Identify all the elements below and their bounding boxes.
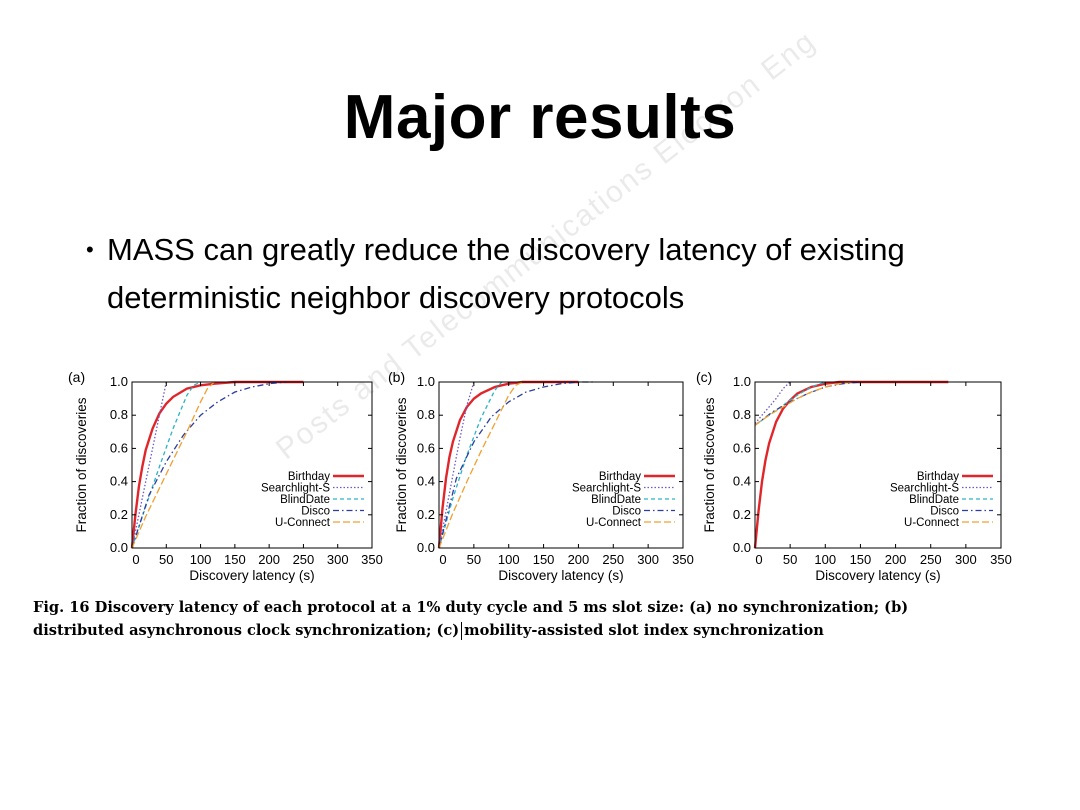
bullet-item: • MASS can greatly reduce the discovery … xyxy=(86,226,1046,322)
legend-label: Birthday xyxy=(288,471,330,483)
x-tick-label: 0 xyxy=(132,552,139,567)
legend-label: U-Connect xyxy=(275,517,331,529)
series-line-disco xyxy=(438,381,596,549)
caption-line-2b: mobility-assisted slot index synchroniza… xyxy=(464,622,824,639)
x-tick-label: 350 xyxy=(361,552,383,567)
y-tick-label: 0.0 xyxy=(110,540,128,555)
y-tick-label: 1.0 xyxy=(417,374,435,389)
plot-frame xyxy=(754,381,1002,549)
series-line-searchlight-s xyxy=(438,381,475,549)
legend-label: Birthday xyxy=(599,471,641,483)
legend-label: Searchlight-S xyxy=(261,483,330,495)
series-line-searchlight-s xyxy=(754,381,791,424)
text-cursor-icon xyxy=(461,622,463,640)
series-line-blinddate xyxy=(438,381,503,549)
x-tick-label: 250 xyxy=(602,552,624,567)
x-tick-label: 50 xyxy=(467,552,481,567)
y-tick-label: 1.0 xyxy=(110,374,128,389)
legend-label: U-Connect xyxy=(586,517,642,529)
x-tick-label: 200 xyxy=(258,552,280,567)
panel-label: (a) xyxy=(68,369,85,385)
legend-label: Disco xyxy=(301,506,330,518)
legend-label: BlindDate xyxy=(280,494,330,506)
figure-caption: Fig. 16 Discovery latency of each protoc… xyxy=(33,596,1063,642)
series-line-u-connect xyxy=(754,381,854,426)
y-tick-label: 0.2 xyxy=(417,507,435,522)
y-tick-label: 0.2 xyxy=(733,507,751,522)
y-tick-label: 0.0 xyxy=(733,540,751,555)
chart-panel-b: (b) 0.0 0.2 0.4 0.6 0.8 1.0 0 50 100 150 200 250 300 3… xyxy=(388,369,694,583)
x-tick-label: 150 xyxy=(533,552,555,567)
series-line-u-connect xyxy=(131,381,215,549)
y-axis-label: Fraction of discoveries xyxy=(394,397,409,532)
y-tick-label: 0.4 xyxy=(733,474,751,489)
x-tick-label: 200 xyxy=(568,552,590,567)
legend-label: Disco xyxy=(612,506,641,518)
plot-frame xyxy=(438,381,684,549)
legend-label: Birthday xyxy=(917,471,959,483)
plot-frame xyxy=(131,381,373,549)
y-tick-label: 0.6 xyxy=(733,440,751,455)
x-tick-label: 50 xyxy=(783,552,797,567)
x-tick-label: 350 xyxy=(990,552,1012,567)
panel-label: (b) xyxy=(388,369,405,385)
y-tick-label: 0.8 xyxy=(110,407,128,422)
y-tick-label: 0.0 xyxy=(417,540,435,555)
x-tick-label: 100 xyxy=(498,552,520,567)
chart-panel-a: (a) 0.0 0.2 0.4 0.6 0.8 1.0 0 50 100 150 200 250 300 3… xyxy=(68,369,383,583)
legend-label: BlindDate xyxy=(909,494,959,506)
bullet-text: MASS can greatly reduce the discovery la… xyxy=(107,232,905,315)
x-tick-label: 300 xyxy=(637,552,659,567)
legend-label: Searchlight-S xyxy=(572,483,641,495)
x-axis-label: Discovery latency (s) xyxy=(498,568,623,583)
y-axis-label: Fraction of discoveries xyxy=(74,397,89,532)
legend-label: Searchlight-S xyxy=(890,483,959,495)
x-tick-label: 100 xyxy=(190,552,212,567)
x-tick-label: 250 xyxy=(293,552,315,567)
x-tick-label: 200 xyxy=(885,552,907,567)
x-axis-label: Discovery latency (s) xyxy=(189,568,314,583)
series-line-disco xyxy=(754,381,861,426)
x-tick-label: 50 xyxy=(159,552,173,567)
y-tick-label: 0.8 xyxy=(417,407,435,422)
series-line-disco xyxy=(131,381,287,549)
x-tick-label: 100 xyxy=(814,552,836,567)
x-tick-label: 150 xyxy=(850,552,872,567)
x-tick-label: 0 xyxy=(439,552,446,567)
bullet-dot-icon: • xyxy=(86,237,94,262)
caption-line-2a: distributed asynchronous clock synchroni… xyxy=(33,622,460,639)
x-tick-label: 300 xyxy=(327,552,349,567)
series-line-u-connect xyxy=(438,381,523,549)
caption-line-1: Fig. 16 Discovery latency of each protoc… xyxy=(33,599,909,616)
legend-label: U-Connect xyxy=(904,517,960,529)
y-tick-label: 0.8 xyxy=(733,407,751,422)
legend-label: BlindDate xyxy=(591,494,641,506)
y-tick-label: 0.4 xyxy=(110,474,128,489)
series-line-searchlight-s xyxy=(131,381,167,549)
x-tick-label: 150 xyxy=(224,552,246,567)
chart-panel-c: (c) 0.0 0.2 0.4 0.6 0.8 1.0 0 50 100 150 200 250 300 3… xyxy=(696,369,1012,583)
x-tick-label: 300 xyxy=(955,552,977,567)
x-tick-label: 0 xyxy=(755,552,762,567)
series-line-birthday xyxy=(437,380,579,549)
series-line-blinddate xyxy=(754,381,826,426)
y-tick-label: 0.4 xyxy=(417,474,435,489)
y-tick-label: 1.0 xyxy=(733,374,751,389)
caption-line-2: distributed asynchronous clock synchroni… xyxy=(33,619,1063,642)
x-tick-label: 350 xyxy=(672,552,694,567)
panel-label: (c) xyxy=(696,369,712,385)
y-tick-label: 0.6 xyxy=(110,440,128,455)
legend-label: Disco xyxy=(930,506,959,518)
x-tick-label: 250 xyxy=(920,552,942,567)
x-axis-label: Discovery latency (s) xyxy=(815,568,940,583)
y-axis-label: Fraction of discoveries xyxy=(702,397,717,532)
y-tick-label: 0.6 xyxy=(417,440,435,455)
slide-title: Major results xyxy=(343,83,737,152)
y-tick-label: 0.2 xyxy=(110,507,128,522)
